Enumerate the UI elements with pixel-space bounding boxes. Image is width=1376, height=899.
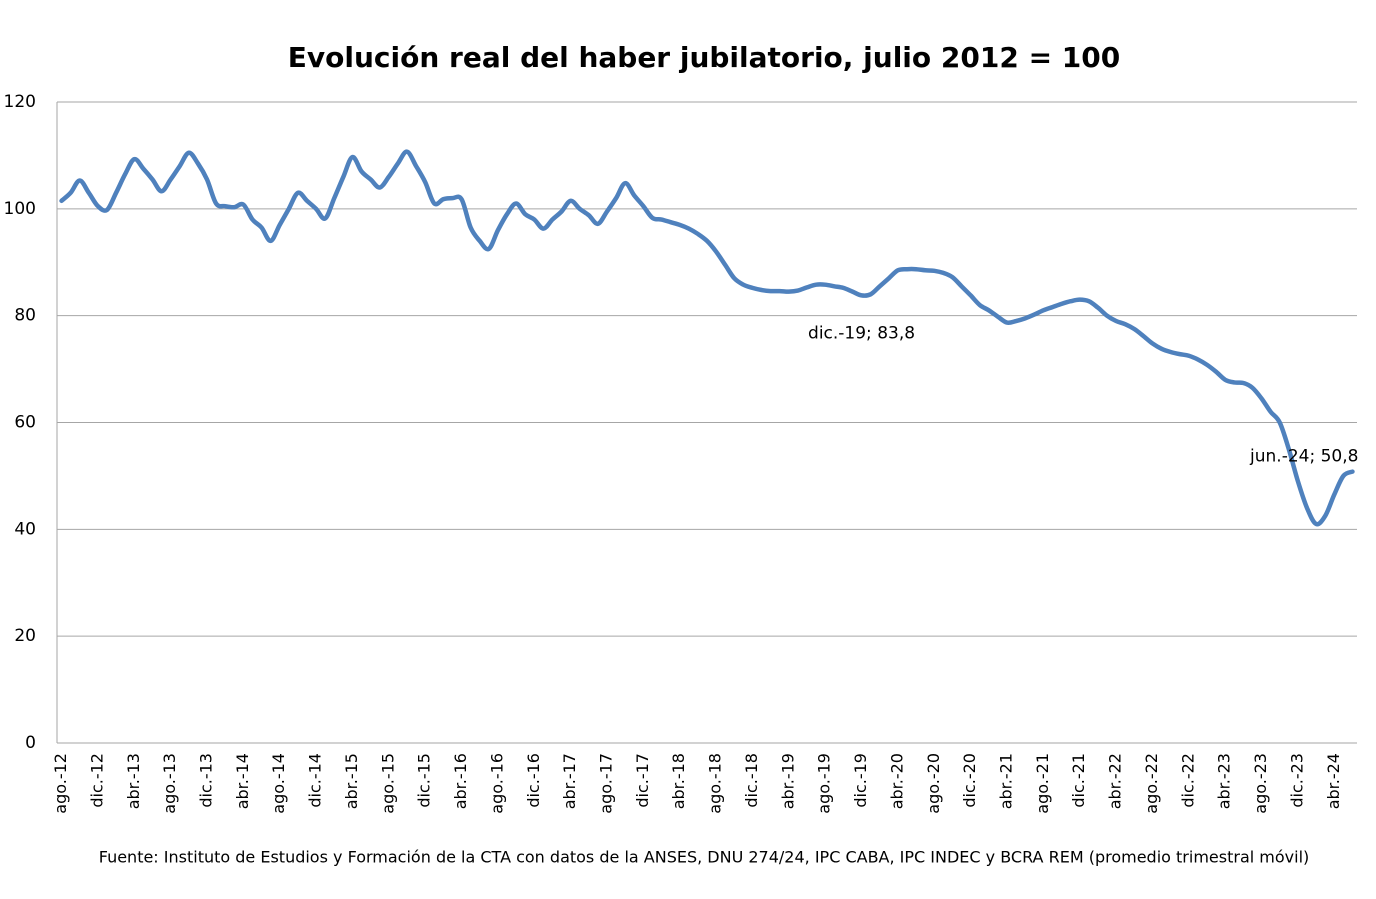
x-tick-label: ago.-14: [269, 753, 288, 814]
x-tick-label: ago.-18: [706, 753, 725, 814]
x-tick-label: ago.-13: [160, 753, 179, 814]
x-tick-label: abr.-17: [560, 753, 579, 809]
x-tick-label: dic.-15: [415, 753, 434, 808]
x-tick-label: ago.-19: [815, 753, 834, 814]
x-tick-label: abr.-19: [778, 753, 797, 809]
x-tick-label: ago.-12: [51, 753, 70, 814]
x-tick-label: ago.-17: [597, 753, 616, 814]
x-tick-label: dic.-20: [960, 753, 979, 808]
x-tick-label: abr.-22: [1106, 753, 1125, 809]
x-tick-label: ago.-16: [487, 753, 506, 814]
x-tick-label: dic.-22: [1178, 753, 1197, 808]
x-tick-label: abr.-24: [1324, 753, 1343, 809]
x-tick-label: ago.-15: [378, 753, 397, 814]
x-tick-label: dic.-12: [87, 753, 106, 808]
x-tick-label: dic.-18: [742, 753, 761, 808]
y-tick-label: 80: [14, 306, 36, 326]
data-line: [59, 149, 1355, 527]
x-tick-label: abr.-20: [887, 753, 906, 809]
x-tick-label: abr.-23: [1215, 753, 1234, 809]
data-label: jun.-24; 50,8: [1249, 447, 1358, 467]
x-tick-label: abr.-16: [451, 753, 470, 809]
x-tick-label: ago.-21: [1033, 753, 1052, 814]
y-tick-label: 120: [4, 92, 36, 112]
data-label: dic.-19; 83,8: [808, 323, 915, 343]
y-tick-label: 0: [25, 733, 36, 753]
x-tick-label: dic.-13: [197, 753, 216, 808]
x-tick-label: dic.-14: [306, 753, 325, 808]
x-tick-label: abr.-15: [342, 753, 361, 809]
x-tick-label: dic.-17: [633, 753, 652, 808]
y-tick-label: 20: [14, 626, 36, 646]
y-tick-label: 100: [4, 199, 36, 219]
x-tick-label: abr.-14: [233, 753, 252, 809]
x-tick-label: dic.-19: [851, 753, 870, 808]
y-tick-label: 40: [14, 519, 36, 539]
x-tick-label: abr.-13: [124, 753, 143, 809]
x-tick-label: ago.-20: [924, 753, 943, 814]
x-tick-label: dic.-16: [524, 753, 543, 808]
x-tick-label: abr.-21: [997, 753, 1016, 809]
x-tick-label: abr.-18: [669, 753, 688, 809]
y-tick-label: 60: [14, 413, 36, 433]
x-tick-label: ago.-22: [1142, 753, 1161, 814]
chart-title: Evolución real del haber jubilatorio, ju…: [288, 41, 1120, 74]
x-tick-label: ago.-23: [1251, 753, 1270, 814]
x-tick-label: dic.-21: [1069, 753, 1088, 808]
source-note: Fuente: Instituto de Estudios y Formació…: [99, 848, 1310, 867]
x-tick-label: dic.-23: [1287, 753, 1306, 808]
